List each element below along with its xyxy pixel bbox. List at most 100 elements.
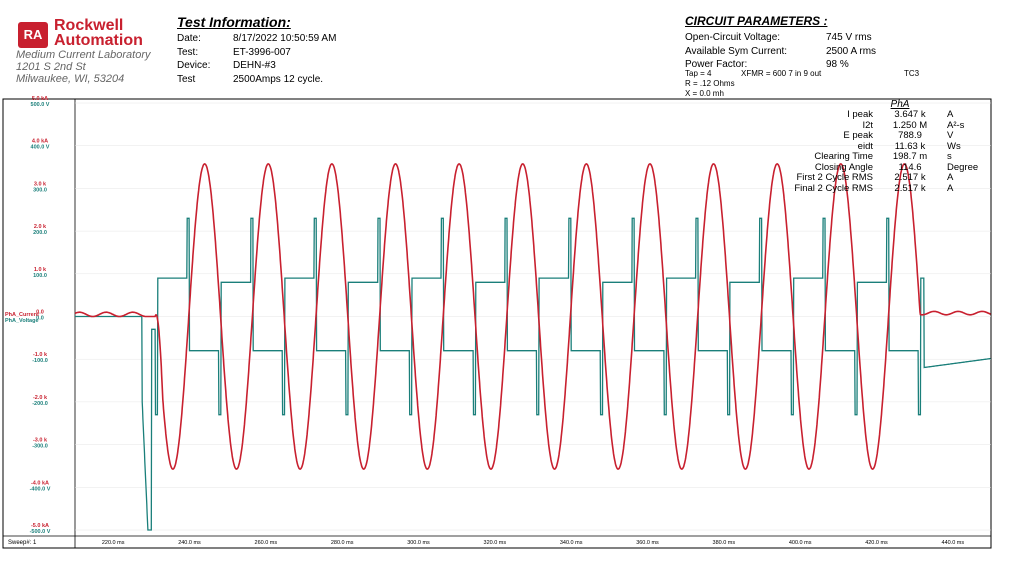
reactance-setting: X = 0.0 mh [685,89,724,98]
stats-value: 2.517 k [894,172,926,183]
stats-name: I peak [847,109,873,120]
stats-row: Closing Angle 114.6 Degree [752,161,981,174]
y-tick-label-voltage: 400.0 V [31,145,50,151]
x-tick-label: 320.0 ms [484,540,507,546]
y-tick-label-current: -2.0 k [33,395,48,401]
stats-unit: A [947,172,954,183]
circuit-params-labels: Open-Circuit Voltage: Available Sym Curr… [685,31,787,72]
series-line-voltage [75,217,991,531]
sym-current-label: Available Sym Current: [685,45,788,57]
y-tick-label-current: -1.0 k [33,352,48,358]
x-tick-label: 440.0 ms [942,540,965,546]
lab-address: Medium Current Laboratory 1201 S 2nd St … [16,49,151,85]
stats-row: eidt 11.63 k Ws [752,140,981,153]
y-tick-label-voltage: -200.0 [32,401,48,407]
x-tick-label: 340.0 ms [560,540,583,546]
test-desc-label: Test [177,73,196,85]
test-device-label: Device: [177,60,211,71]
legend-voltage: PhA_Voltage [5,318,39,324]
stats-name: E peak [843,130,873,141]
stats-value: 2.517 k [894,182,926,194]
resistance-setting: R = .12 Ohms [685,79,735,88]
stats-name: Clearing Time [814,151,873,162]
power-factor-label: Power Factor: [685,59,748,70]
y-tick-label-current: 0.0 [36,310,44,316]
stats-value: 114.6 [898,161,922,173]
stats-unit: s [947,151,952,162]
y-tick-label-current: -5.0 kA [31,523,49,529]
series-line-current [74,163,991,470]
lab-city: Milwaukee, WI, 53204 [16,73,125,85]
x-tick-label: 380.0 ms [713,540,736,546]
power-factor-value: 98 % [826,59,849,70]
stats-value: 11.63 k [894,140,926,152]
test-device-value: DEHN-#3 [233,60,276,71]
y-tick-label-voltage: -100.0 [32,358,48,364]
x-tick-label: 300.0 ms [407,540,430,546]
brand-name: Rockwell Automation [54,17,143,49]
stats-name: I2t [862,119,873,131]
y-tick-label-voltage: 500.0 V [31,102,50,108]
stats-row: I2t 1.250 M A²-s [752,119,981,132]
tap-setting: Tap = 4 [685,69,712,78]
stats-name: eidt [857,140,873,152]
x-tick-label: 220.0 ms [102,540,125,546]
y-tick-label-current: 4.0 kA [32,139,48,145]
lab-name: Medium Current Laboratory [16,49,151,61]
y-tick-label-voltage: 0.0 [36,316,44,322]
brand-line-1: Rockwell [54,17,124,34]
y-tick-label-current: 5.0 kA [32,96,48,102]
stats-value: 198.7 m [892,151,928,162]
y-tick-label-current: 3.0 k [34,181,47,187]
stats-unit: A [947,182,954,194]
x-tick-label: 420.0 ms [865,540,888,546]
x-axis-labels: 220.0 ms 240.0 ms 260.0 ms 280.0 ms 300.0 ms… [102,540,965,546]
y-tick-label-voltage: 200.0 [33,230,47,236]
test-id-value: ET-3996-007 [233,46,291,58]
y-tick-label-voltage: 100.0 [33,273,47,279]
stats-unit: V [947,130,954,141]
legend-current: PhA_Current [5,312,39,318]
x-tick-label: 240.0 ms [178,540,201,546]
y-tick-label-current: -3.0 k [33,438,48,444]
stats-title: PhA [890,99,910,110]
stats-value: 788.9 [898,130,922,141]
stats-unit: A²-s [947,119,965,131]
x-tick-label: 360.0 ms [636,540,659,546]
stats-value: 3.647 k [894,109,926,120]
brand-line-2: Automation [54,32,143,49]
chart-frame [2,98,992,549]
test-info-labels: Date: Test: Device: Test [177,32,210,86]
lab-street: 1201 S 2nd St [16,61,86,73]
sweep-label: Sweep#: 1 [8,540,37,546]
test-desc-value: 2500Amps 12 cycle. [233,73,324,85]
stats-row: E peak 788.9 V [752,130,981,142]
stats-row: Final 2 Cycle RMS 2.517 k A [752,182,981,195]
test-info-title: Test Information: [177,14,291,30]
y-tick-label-current: 2.0 k [34,224,47,230]
sym-current-value: 2500 A rms [826,45,877,57]
circuit-params-values: 745 V rms 2500 A rms 98 % [826,31,876,72]
stats-value: 1.250 M [892,119,928,131]
phase-stats-panel: PhA I peak 3.647 k A I2t 1.250 M A²-s E peak 78… [752,99,988,194]
x-tick-label: 400.0 ms [789,540,812,546]
stats-unit: Degree [947,161,979,173]
y-tick-label-voltage: 300.0 [33,187,47,193]
test-id-label: Test: [177,46,199,58]
tc-setting: TC3 [904,69,920,78]
stats-row: First 2 Cycle RMS 2.517 k A [752,172,981,184]
stats-name: First 2 Cycle RMS [796,172,873,183]
x-tick-label: 260.0 ms [255,540,278,546]
stats-name: Final 2 Cycle RMS [794,182,873,194]
stats-unit: Ws [947,140,961,152]
xfmr-setting: XFMR = 600 7 in 9 out [741,69,822,78]
y-tick-label-voltage: -300.0 [32,444,48,450]
y-tick-label-voltage: -500.0 V [30,529,51,535]
y-tick-label-voltage: -400.0 V [30,486,51,492]
test-date-label: Date: [177,33,201,44]
stats-row: Clearing Time 198.7 m s [752,151,981,163]
test-info-values: 8/17/2022 10:50:59 AM ET-3996-007 DEHN-#… [233,32,336,86]
stats-name: Closing Angle [814,161,873,173]
